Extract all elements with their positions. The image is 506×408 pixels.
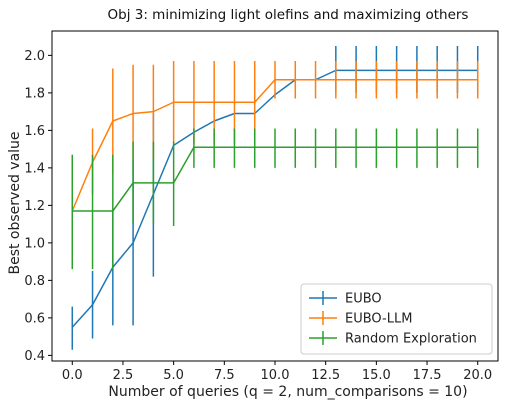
legend-item: EUBO [309, 291, 382, 307]
x-tick-label: 10.0 [261, 368, 290, 383]
legend-box [300, 283, 493, 355]
x-tick-label: 5.0 [163, 368, 184, 383]
legend-label: EUBO [345, 292, 382, 307]
data-point [152, 182, 155, 184]
data-point [233, 146, 236, 149]
legend-label: EUBO-LLM [345, 312, 412, 327]
data-point [253, 101, 256, 104]
y-axis-label: Best observed value [7, 131, 23, 274]
data-point [375, 78, 378, 81]
data-point [112, 120, 114, 122]
y-tick-label: 0.4 [24, 349, 45, 364]
data-point [152, 110, 155, 113]
legend-item: EUBO-LLM [309, 311, 412, 327]
y-tick-label: 1.0 [24, 236, 45, 251]
data-point [416, 146, 418, 149]
y-tick-label: 2.0 [24, 49, 45, 64]
data-point [213, 146, 215, 149]
x-tick-label: 17.5 [413, 368, 442, 383]
data-point [314, 78, 317, 81]
data-point [112, 210, 114, 212]
y-tick-label: 1.2 [24, 199, 45, 214]
x-tick-label: 0.0 [62, 368, 83, 383]
data-point [436, 78, 438, 81]
legend-label: Random Exploration [345, 332, 477, 347]
data-point [355, 78, 357, 81]
x-tick-label: 7.5 [214, 368, 235, 383]
data-point [233, 101, 236, 104]
data-point [436, 146, 438, 149]
x-tick-label: 15.0 [362, 368, 391, 383]
data-point [456, 78, 459, 81]
legend: EUBO EUBO-LLM Random Exploration [300, 283, 493, 355]
data-point [335, 78, 337, 81]
data-point [375, 146, 378, 149]
y-axis-ticks: 0.4 0.6 0.8 1.0 1.2 1.4 1.6 1.8 2.0 [24, 49, 52, 364]
data-point [253, 146, 256, 149]
data-point [314, 146, 317, 149]
data-point [294, 146, 297, 149]
chart-title: Obj 3: minimizing light olefins and maxi… [108, 7, 469, 23]
data-point [476, 78, 479, 81]
data-point [395, 146, 398, 149]
y-tick-label: 0.8 [24, 274, 45, 289]
data-point [71, 210, 74, 212]
data-point [355, 146, 357, 149]
legend-item: Random Exploration [309, 331, 477, 347]
series-random-exploration [71, 128, 479, 270]
data-point [71, 326, 74, 329]
data-point [172, 182, 175, 184]
data-point [395, 78, 398, 81]
data-point [335, 146, 337, 149]
data-point [91, 210, 94, 212]
data-point [416, 78, 418, 81]
data-point [476, 146, 479, 149]
data-point [132, 182, 134, 184]
data-point [193, 101, 195, 104]
data-point [91, 303, 94, 306]
data-point [456, 146, 459, 149]
x-tick-label: 12.5 [311, 368, 340, 383]
plot-content [71, 46, 479, 350]
x-axis-label: Number of queries (q = 2, num_comparison… [108, 384, 467, 400]
y-tick-label: 1.6 [24, 124, 45, 139]
data-point [172, 101, 175, 104]
data-point [193, 146, 195, 149]
data-point [132, 242, 134, 244]
y-tick-label: 0.6 [24, 311, 45, 326]
data-point [213, 101, 215, 104]
y-tick-label: 1.8 [24, 86, 45, 101]
data-point [274, 78, 276, 81]
data-point [294, 78, 297, 81]
data-point [274, 146, 276, 149]
x-tick-label: 20.0 [463, 368, 492, 383]
data-point [132, 112, 134, 115]
x-axis-ticks: 0.0 2.5 5.0 7.5 10.0 12.5 15.0 17.5 20.0 [62, 361, 492, 383]
y-tick-label: 1.4 [24, 161, 45, 176]
x-tick-label: 2.5 [113, 368, 134, 383]
